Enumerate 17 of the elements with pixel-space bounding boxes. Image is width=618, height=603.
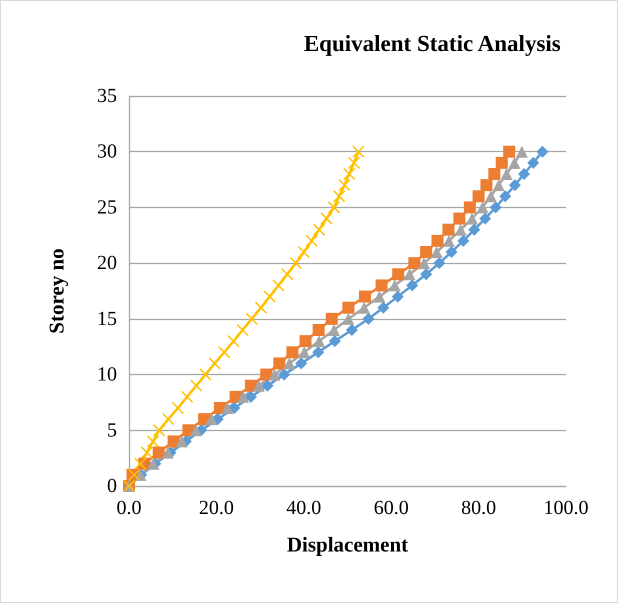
y-axis-title: Storey no	[44, 248, 68, 334]
x-tick-label: 80.0	[461, 497, 496, 519]
y-tick-label: 15	[97, 308, 117, 330]
y-tick-label: 0	[107, 475, 117, 497]
x-axis-title: Displacement	[286, 532, 408, 556]
y-tick-label: 25	[97, 196, 117, 218]
y-tick-label: 35	[97, 85, 117, 107]
y-tick-label: 20	[97, 252, 117, 274]
y-tick-label: 5	[107, 419, 117, 442]
x-tick-label: 40.0	[286, 497, 322, 519]
x-tick-label: 100.0	[544, 497, 588, 519]
x-tick-label: 20.0	[198, 497, 234, 519]
y-tick-label: 10	[97, 364, 117, 386]
x-tick-label: 0.0	[116, 497, 142, 519]
x-tick-label: 60.0	[374, 497, 409, 519]
y-tick-label: 30	[97, 140, 117, 163]
chart-title: Equivalent Static Analysis	[304, 31, 561, 56]
